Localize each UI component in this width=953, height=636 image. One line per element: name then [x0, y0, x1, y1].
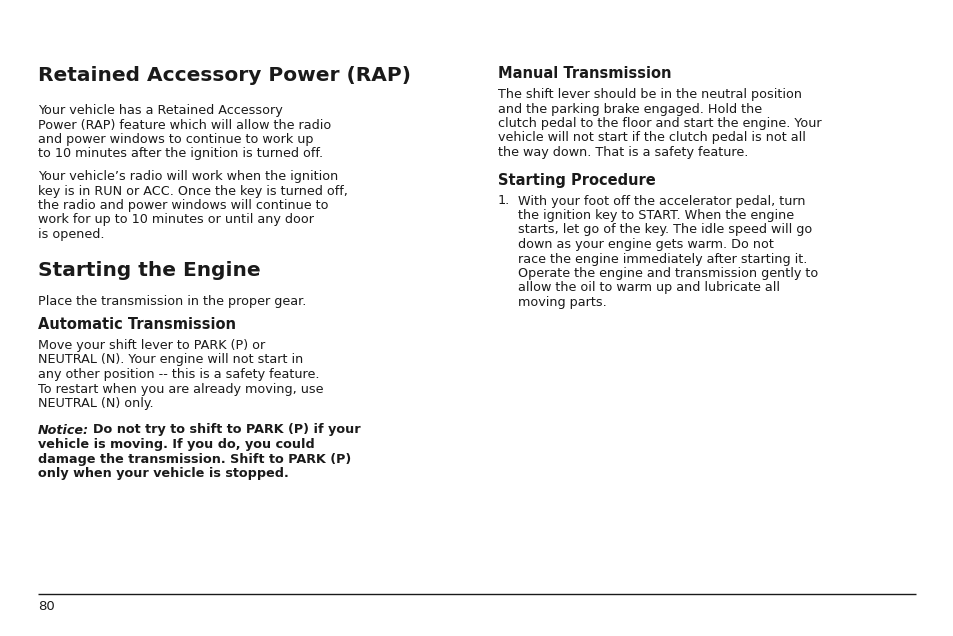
- Text: key is in RUN or ACC. Once the key is turned off,: key is in RUN or ACC. Once the key is tu…: [38, 184, 348, 198]
- Text: the radio and power windows will continue to: the radio and power windows will continu…: [38, 199, 328, 212]
- Text: and power windows to continue to work up: and power windows to continue to work up: [38, 133, 314, 146]
- Text: Automatic Transmission: Automatic Transmission: [38, 317, 235, 332]
- Text: work for up to 10 minutes or until any door: work for up to 10 minutes or until any d…: [38, 214, 314, 226]
- Text: Notice:: Notice:: [38, 424, 89, 436]
- Text: 1.: 1.: [497, 195, 510, 207]
- Text: Your vehicle’s radio will work when the ignition: Your vehicle’s radio will work when the …: [38, 170, 338, 183]
- Text: Move your shift lever to PARK (P) or: Move your shift lever to PARK (P) or: [38, 339, 265, 352]
- Text: down as your engine gets warm. Do not: down as your engine gets warm. Do not: [517, 238, 773, 251]
- Text: The shift lever should be in the neutral position: The shift lever should be in the neutral…: [497, 88, 801, 101]
- Text: NEUTRAL (N) only.: NEUTRAL (N) only.: [38, 397, 153, 410]
- Text: Starting Procedure: Starting Procedure: [497, 172, 655, 188]
- Text: any other position -- this is a safety feature.: any other position -- this is a safety f…: [38, 368, 319, 381]
- Text: Starting the Engine: Starting the Engine: [38, 261, 260, 279]
- Text: With your foot off the accelerator pedal, turn: With your foot off the accelerator pedal…: [517, 195, 804, 207]
- Text: Your vehicle has a Retained Accessory: Your vehicle has a Retained Accessory: [38, 104, 282, 117]
- Text: Do not try to shift to PARK (P) if your: Do not try to shift to PARK (P) if your: [84, 424, 360, 436]
- Text: 80: 80: [38, 600, 54, 613]
- Text: Power (RAP) feature which will allow the radio: Power (RAP) feature which will allow the…: [38, 118, 331, 132]
- Text: to 10 minutes after the ignition is turned off.: to 10 minutes after the ignition is turn…: [38, 148, 323, 160]
- Text: Manual Transmission: Manual Transmission: [497, 66, 671, 81]
- Text: moving parts.: moving parts.: [517, 296, 606, 309]
- Text: starts, let go of the key. The idle speed will go: starts, let go of the key. The idle spee…: [517, 223, 811, 237]
- Text: To restart when you are already moving, use: To restart when you are already moving, …: [38, 382, 323, 396]
- Text: Operate the engine and transmission gently to: Operate the engine and transmission gent…: [517, 267, 818, 280]
- Text: and the parking brake engaged. Hold the: and the parking brake engaged. Hold the: [497, 102, 761, 116]
- Text: vehicle will not start if the clutch pedal is not all: vehicle will not start if the clutch ped…: [497, 132, 805, 144]
- Text: only when your vehicle is stopped.: only when your vehicle is stopped.: [38, 467, 289, 480]
- Text: the ignition key to START. When the engine: the ignition key to START. When the engi…: [517, 209, 793, 222]
- Text: NEUTRAL (N). Your engine will not start in: NEUTRAL (N). Your engine will not start …: [38, 354, 303, 366]
- Text: the way down. That is a safety feature.: the way down. That is a safety feature.: [497, 146, 747, 159]
- Text: clutch pedal to the floor and start the engine. Your: clutch pedal to the floor and start the …: [497, 117, 821, 130]
- Text: is opened.: is opened.: [38, 228, 105, 241]
- Text: damage the transmission. Shift to PARK (P): damage the transmission. Shift to PARK (…: [38, 452, 351, 466]
- Text: Place the transmission in the proper gear.: Place the transmission in the proper gea…: [38, 294, 306, 307]
- Text: race the engine immediately after starting it.: race the engine immediately after starti…: [517, 252, 806, 265]
- Text: Retained Accessory Power (RAP): Retained Accessory Power (RAP): [38, 66, 411, 85]
- Text: vehicle is moving. If you do, you could: vehicle is moving. If you do, you could: [38, 438, 314, 451]
- Text: allow the oil to warm up and lubricate all: allow the oil to warm up and lubricate a…: [517, 282, 780, 294]
